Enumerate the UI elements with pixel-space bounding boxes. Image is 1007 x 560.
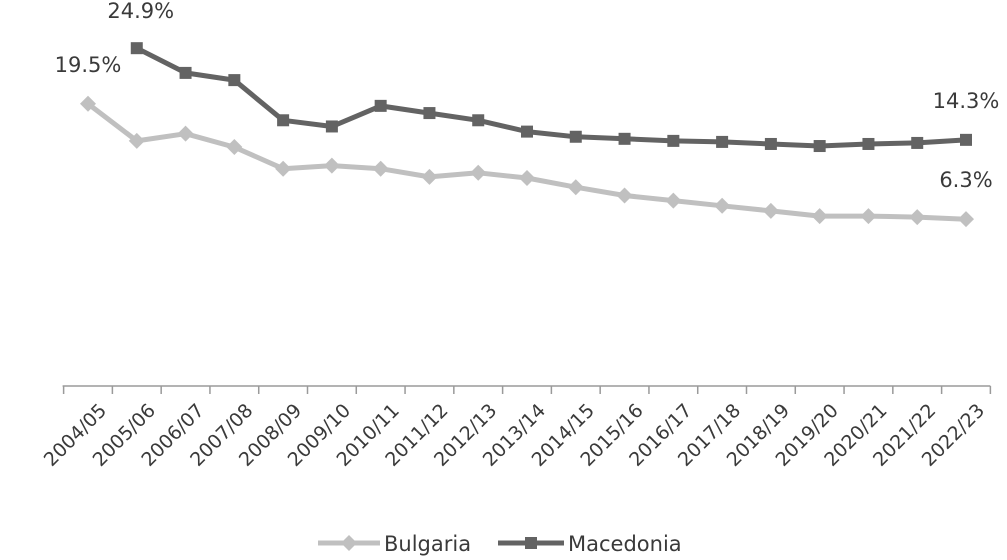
data-label-macedonia: 14.3% [933,89,1000,113]
series-bulgaria [80,95,974,228]
macedonia-point [423,107,436,120]
bulgaria-point [665,192,682,209]
macedonia-point [325,120,338,133]
legend-label: Macedonia [568,532,682,556]
bulgaria-point [226,139,243,156]
macedonia-point [667,134,680,147]
macedonia-point [472,114,485,127]
bulgaria-point [762,202,779,219]
legend-marker [341,535,357,551]
bulgaria-point [909,209,926,226]
macedonia-point [228,74,241,87]
macedonia-point [130,42,143,55]
bulgaria-point [958,211,974,228]
macedonia-point [764,137,777,150]
macedonia-point [618,132,631,145]
bulgaria-point [470,164,487,181]
data-label-macedonia: 24.9% [107,0,174,23]
bulgaria-point [714,197,731,214]
bulgaria-point [567,179,584,196]
bulgaria-point [275,160,292,177]
series-macedonia [130,42,972,153]
bulgaria-point [323,157,340,174]
macedonia-point [277,114,290,127]
bulgaria-point [80,95,96,112]
macedonia-point [521,125,533,138]
bulgaria-point [128,132,145,149]
legend-label: Bulgaria [384,532,471,556]
legend-marker [525,537,537,549]
x-axis: 2004/052005/062006/072007/082008/092009/… [40,385,992,471]
macedonia-point [569,130,582,143]
legend-item-macedonia: Macedonia [498,532,682,556]
bulgaria-point [519,169,535,186]
macedonia-point [716,135,729,148]
bulgaria-point [860,208,877,225]
bulgaria-point [616,187,633,204]
legend-item-bulgaria: Bulgaria [318,532,471,556]
bulgaria-point [421,168,438,185]
macedonia-point [374,99,387,112]
macedonia-point [813,140,826,153]
macedonia-point [862,137,875,150]
macedonia-point [960,133,972,146]
macedonia-point [911,136,924,149]
data-labels: 19.5% 24.9% 14.3% 6.3% [55,0,1000,192]
legend: Bulgaria Macedonia [318,532,682,556]
bulgaria-point [177,125,194,142]
data-label-bulgaria: 19.5% [55,53,122,77]
macedonia-line [135,45,967,149]
bulgaria-line [86,101,967,222]
bulgaria-point [811,208,828,225]
bulgaria-point [372,160,389,177]
data-label-bulgaria: 6.3% [939,168,992,192]
macedonia-point [179,66,192,79]
plot-area [80,42,974,228]
